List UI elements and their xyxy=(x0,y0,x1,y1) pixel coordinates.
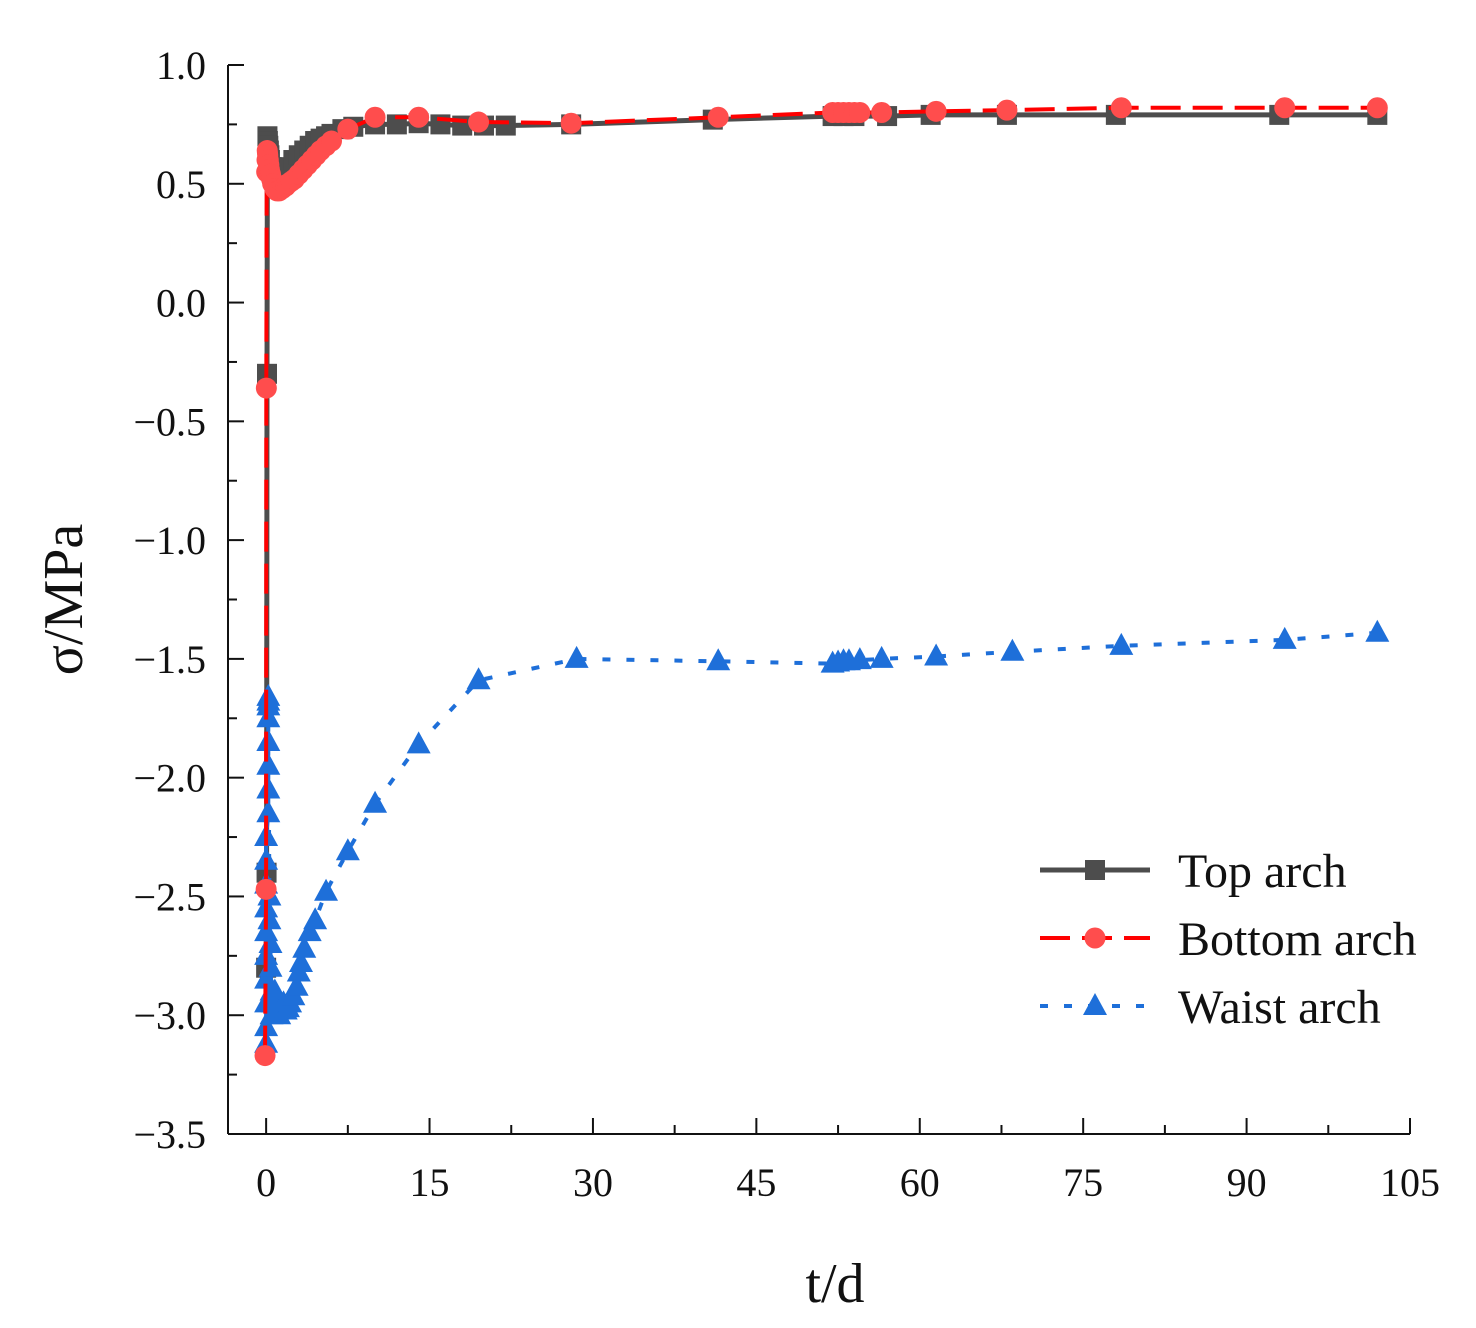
data-point-bottom-arch xyxy=(364,106,386,128)
data-point-waist-arch xyxy=(314,878,339,901)
y-axis-title: σ/MPa xyxy=(33,524,95,676)
legend-item-top-arch: Top arch xyxy=(1040,845,1347,898)
data-point-waist-arch xyxy=(262,978,287,1001)
series-layer xyxy=(254,97,1390,1067)
legend-swatch-marker xyxy=(1084,927,1106,949)
x-tick-label: 0 xyxy=(256,1160,276,1205)
series-line-top-arch xyxy=(263,112,1378,968)
data-point-waist-arch xyxy=(292,935,317,958)
x-tick-label: 105 xyxy=(1380,1160,1440,1205)
data-point-waist-arch xyxy=(288,949,313,972)
data-point-bottom-arch xyxy=(925,100,947,122)
y-tick-label: −2.0 xyxy=(133,756,206,801)
data-point-bottom-arch xyxy=(996,99,1018,121)
data-point-bottom-arch xyxy=(560,112,582,134)
x-tick-label: 60 xyxy=(900,1160,940,1205)
data-point-bottom-arch xyxy=(337,118,359,140)
data-point-bottom-arch xyxy=(1366,97,1388,119)
x-tick-label: 30 xyxy=(573,1160,613,1205)
data-point-bottom-arch xyxy=(1110,97,1132,119)
data-point-waist-arch xyxy=(256,705,281,728)
data-point-bottom-arch xyxy=(255,878,277,900)
y-tick-label: −1.5 xyxy=(133,637,206,682)
data-point-waist-arch xyxy=(406,731,431,754)
y-tick-label: 0.5 xyxy=(156,162,206,207)
data-point-waist-arch xyxy=(564,645,589,668)
legend: Top arch Bottom arch Waist arch xyxy=(1040,845,1417,1034)
data-point-bottom-arch xyxy=(408,106,430,128)
data-point-waist-arch xyxy=(256,752,281,775)
data-point-waist-arch xyxy=(256,683,281,706)
data-point-waist-arch xyxy=(256,776,281,799)
data-point-bottom-arch xyxy=(849,102,871,124)
data-point-waist-arch xyxy=(256,800,281,823)
data-point-waist-arch xyxy=(335,838,360,861)
legend-swatch-marker xyxy=(1085,860,1105,880)
y-tick-label: −3.5 xyxy=(133,1112,206,1157)
legend-label: Bottom arch xyxy=(1178,913,1417,966)
data-point-waist-arch xyxy=(297,919,322,942)
data-point-waist-arch xyxy=(284,973,309,996)
data-point-waist-arch xyxy=(869,645,894,668)
series-bottom-arch xyxy=(254,97,1388,1067)
data-point-bottom-arch xyxy=(871,102,893,124)
y-tick-label: −0.5 xyxy=(133,399,206,444)
data-point-bottom-arch xyxy=(468,111,490,133)
data-point-waist-arch xyxy=(1109,632,1134,655)
data-point-waist-arch xyxy=(1272,626,1297,649)
data-point-waist-arch xyxy=(256,729,281,752)
legend-label: Top arch xyxy=(1178,845,1347,898)
legend-item-bottom-arch: Bottom arch xyxy=(1040,913,1417,966)
data-point-waist-arch xyxy=(466,667,491,690)
y-tick-label: −1.0 xyxy=(133,518,206,563)
data-point-waist-arch xyxy=(254,1014,279,1037)
y-tick-label: −2.5 xyxy=(133,874,206,919)
x-tick-label: 15 xyxy=(410,1160,450,1205)
legend-item-waist-arch: Waist arch xyxy=(1040,981,1381,1034)
axes: 0 15 30 45 60 75 90 105 1.0 0.5 0.0 −0.5 −1.0 −1.5 −2.… xyxy=(33,43,1440,1315)
data-point-waist-arch xyxy=(1000,638,1025,661)
x-tick-label: 45 xyxy=(736,1160,776,1205)
data-point-waist-arch xyxy=(847,647,872,670)
data-point-bottom-arch xyxy=(707,106,729,128)
data-point-bottom-arch xyxy=(320,130,342,152)
data-point-waist-arch xyxy=(363,790,388,813)
data-point-top-arch xyxy=(495,115,516,136)
data-point-top-arch xyxy=(386,114,407,135)
x-tick-label: 90 xyxy=(1227,1160,1267,1205)
legend-swatch-marker xyxy=(1083,993,1107,1015)
data-point-bottom-arch xyxy=(255,377,277,399)
legend-label: Waist arch xyxy=(1178,981,1381,1034)
data-point-bottom-arch xyxy=(254,1045,276,1067)
data-point-waist-arch xyxy=(706,648,731,671)
y-tick-label: 1.0 xyxy=(156,43,206,88)
x-axis-title: t/d xyxy=(805,1253,864,1315)
data-point-waist-arch xyxy=(924,643,949,666)
data-point-bottom-arch xyxy=(1274,97,1296,119)
x-tick-label: 75 xyxy=(1063,1160,1103,1205)
data-point-waist-arch xyxy=(1365,619,1390,642)
y-tick-label: −3.0 xyxy=(133,993,206,1038)
y-tick-label: 0.0 xyxy=(156,281,206,326)
data-point-waist-arch xyxy=(257,907,282,930)
data-point-waist-arch xyxy=(303,907,328,930)
